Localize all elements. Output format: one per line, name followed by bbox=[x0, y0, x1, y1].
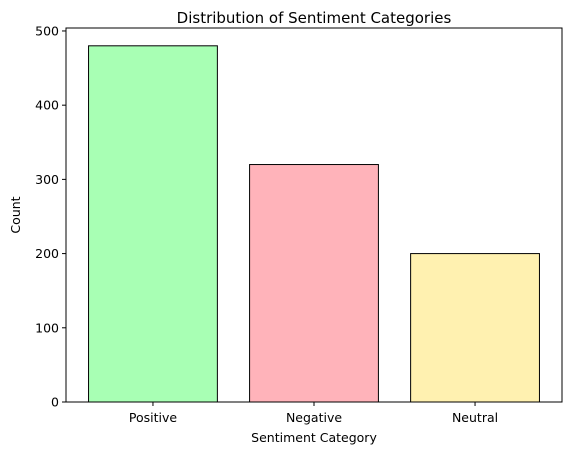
bars-group bbox=[88, 45, 540, 403]
y-tick-label: 200 bbox=[35, 246, 59, 261]
y-tick-label: 500 bbox=[35, 23, 59, 38]
bar-negative bbox=[249, 164, 379, 403]
y-tick-label: 100 bbox=[35, 320, 59, 335]
y-axis-ticks: 0 100 200 300 400 500 bbox=[35, 23, 66, 410]
x-tick-label: Negative bbox=[286, 410, 342, 425]
x-tick-label: Positive bbox=[129, 410, 177, 425]
y-axis-label: Count bbox=[8, 196, 23, 233]
y-tick-label: 400 bbox=[35, 98, 59, 113]
y-tick-label: 300 bbox=[35, 172, 59, 187]
chart-title: Distribution of Sentiment Categories bbox=[177, 9, 452, 27]
x-axis-ticks: Positive Negative Neutral bbox=[129, 402, 498, 425]
bar-positive bbox=[88, 45, 218, 403]
x-tick-label: Neutral bbox=[452, 410, 498, 425]
plot-frame bbox=[65, 27, 563, 403]
y-tick-label: 0 bbox=[51, 395, 59, 410]
x-axis-label: Sentiment Category bbox=[251, 430, 377, 445]
bar-neutral bbox=[410, 253, 540, 403]
